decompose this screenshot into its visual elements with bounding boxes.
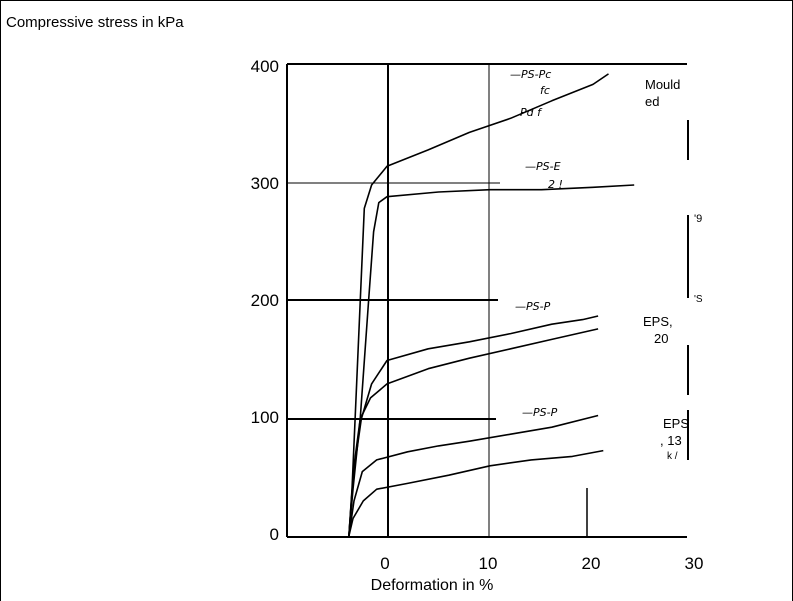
y-tick-label: 400 xyxy=(251,57,279,76)
y-tick-label: 200 xyxy=(251,291,279,310)
legend-fragment: 'S xyxy=(694,294,703,305)
series-line-1 xyxy=(348,73,609,537)
y-tick-label: 0 xyxy=(270,525,279,544)
curve-label: —PS-E xyxy=(525,160,561,173)
tick-labels: 0 100 200 300 400 0 10 20 30 xyxy=(251,57,704,573)
legend-fragments: Mould ed EPS, 20 EPS , 13 k / '9 'S xyxy=(643,77,703,462)
series-layer xyxy=(348,73,635,537)
y-tick-label: 100 xyxy=(251,408,279,427)
curve-sublabel: 2 ! xyxy=(548,178,563,191)
y-tick-label: 300 xyxy=(251,174,279,193)
axes xyxy=(286,64,687,538)
legend-fragment: k / xyxy=(667,451,678,462)
curve-label: —PS-Pc xyxy=(510,68,551,81)
curve-label: —PS-P xyxy=(522,406,558,419)
legend-fragment: 20 xyxy=(654,331,668,346)
grid-lines xyxy=(287,63,689,537)
curve-annotations: —PS-Pc —PS-E —PS-P —PS-P fc Pd f 2 ! xyxy=(510,68,563,419)
series-line-4 xyxy=(348,328,599,537)
x-axis-label: Deformation in % xyxy=(371,577,494,594)
legend-fragment: ed xyxy=(645,94,659,109)
curve-sublabel: fc xyxy=(540,84,550,97)
legend-fragment: Mould xyxy=(645,77,680,92)
series-line-3 xyxy=(348,315,599,537)
legend-fragment: EPS xyxy=(663,416,689,431)
series-line-6 xyxy=(348,449,604,537)
legend-fragment: '9 xyxy=(694,213,702,225)
x-tick-label: 20 xyxy=(582,554,601,573)
legend-fragment: EPS, xyxy=(643,314,673,329)
series-line-5 xyxy=(348,414,599,537)
series-line-2 xyxy=(348,184,635,537)
chart-title: Compressive stress in kPa xyxy=(6,14,184,31)
x-tick-label: 0 xyxy=(380,554,389,573)
curve-label: —PS-P xyxy=(515,300,551,313)
x-tick-label: 10 xyxy=(479,554,498,573)
curve-sublabel: Pd f xyxy=(520,106,543,119)
legend-fragment: , 13 xyxy=(660,433,682,448)
x-tick-label: 30 xyxy=(685,554,704,573)
